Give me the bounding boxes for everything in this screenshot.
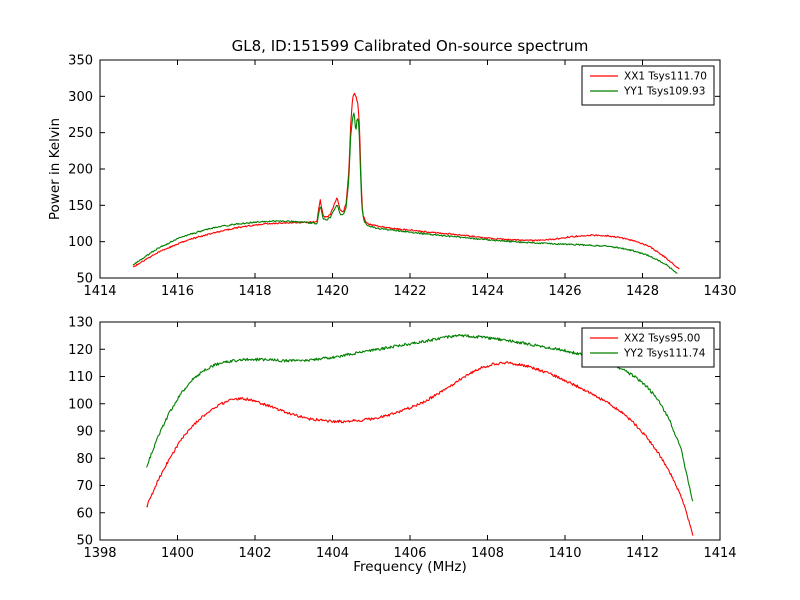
y-tick-label: 90 [76, 425, 93, 440]
y-tick-label: 130 [68, 316, 93, 331]
legend-label: YY2 Tsys111.74 [623, 348, 706, 360]
x-tick-label: 1412 [626, 546, 659, 561]
x-tick-label: 1410 [548, 546, 581, 561]
y-tick-label: 100 [68, 235, 93, 250]
y-tick-label: 80 [76, 452, 93, 467]
axes-border [99, 321, 721, 541]
y-tick-label: 350 [68, 54, 93, 69]
y-tick-label: 150 [68, 199, 93, 214]
y-tick-label: 100 [68, 397, 93, 412]
x-tick-label: 1408 [471, 546, 504, 561]
subplot-1: 1398 1400 1402 1404 1406 1408 1410 1412 1414 50 60… [68, 316, 736, 562]
series-line-xx1 [132, 92, 680, 270]
x-tick-label: 1406 [393, 546, 426, 561]
x-tick-label: 1430 [703, 284, 736, 299]
y-tick-label: 50 [76, 272, 93, 287]
y-tick-label: 200 [68, 163, 93, 178]
x-tick-label: 1424 [471, 284, 504, 299]
y-axis-label: Power in Kelvin [47, 117, 63, 221]
legend-label: XX2 Tsys95.00 [624, 333, 700, 345]
x-tick-label: 1416 [161, 284, 194, 299]
x-tick-label: 1428 [626, 284, 659, 299]
y-tick-label: 300 [68, 90, 93, 105]
y-tick-label: 50 [76, 534, 93, 549]
series-line-yy1 [132, 112, 678, 274]
x-tick-label: 1420 [316, 284, 349, 299]
chart-title: GL8, ID:151599 Calibrated On-source spec… [231, 37, 589, 55]
y-tick-label: 70 [76, 479, 93, 494]
x-tick-label: 1404 [316, 546, 349, 561]
x-tick-label: 1414 [703, 546, 736, 561]
series-line-xx2 [146, 361, 694, 536]
y-tick-label: 120 [68, 343, 93, 358]
x-tick-label: 1426 [548, 284, 581, 299]
x-axis-label: Frequency (MHz) [353, 559, 467, 575]
y-tick-label: 110 [68, 370, 93, 385]
legend-label: YY1 Tsys109.93 [623, 86, 705, 98]
x-tick-label: 1402 [238, 546, 271, 561]
x-tick-label: 1398 [83, 546, 116, 561]
x-tick-label: 1422 [393, 284, 426, 299]
legend-box [581, 65, 715, 106]
legend-label: XX1 Tsys111.70 [624, 71, 707, 83]
subplot-0: 1414 1416 1418 1420 1422 1424 1426 1428 1430 50 10… [68, 54, 736, 300]
x-tick-label: 1400 [161, 546, 194, 561]
y-tick-label: 60 [76, 506, 93, 521]
axes-border [99, 59, 721, 279]
y-tick-label: 250 [68, 126, 93, 141]
x-tick-label: 1414 [83, 284, 116, 299]
legend-box [581, 327, 715, 368]
x-tick-label: 1418 [238, 284, 271, 299]
